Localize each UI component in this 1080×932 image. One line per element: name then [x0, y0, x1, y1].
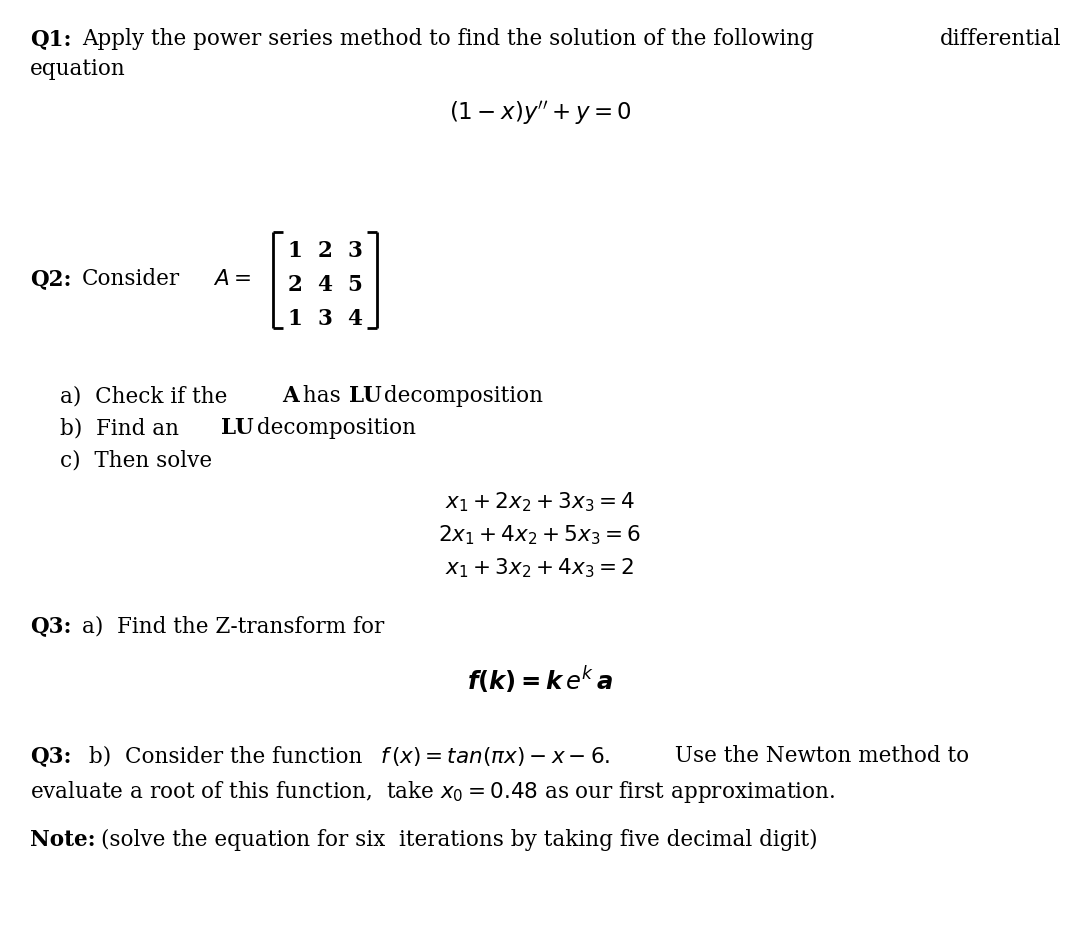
- Text: 2: 2: [287, 274, 302, 296]
- Text: a)  Find the Z-transform for: a) Find the Z-transform for: [82, 615, 384, 637]
- Text: b)  Find an: b) Find an: [60, 417, 186, 439]
- Text: Consider: Consider: [82, 268, 180, 290]
- Text: $\boldsymbol{f(k) = k\,e^{k}\,a}$: $\boldsymbol{f(k) = k\,e^{k}\,a}$: [467, 665, 613, 696]
- Text: equation: equation: [30, 58, 125, 80]
- Text: $x_1 + 3x_2 + 4x_3 = 2$: $x_1 + 3x_2 + 4x_3 = 2$: [445, 556, 635, 580]
- Text: Apply the power series method to find the solution of the following: Apply the power series method to find th…: [82, 28, 814, 50]
- Text: c)  Then solve: c) Then solve: [60, 449, 212, 471]
- Text: differential: differential: [940, 28, 1062, 50]
- Text: 3: 3: [348, 240, 363, 262]
- Text: $(1-x)y''+y=0$: $(1-x)y''+y=0$: [448, 100, 632, 128]
- Text: 3: 3: [318, 308, 333, 330]
- Text: $2x_1 + 4x_2 + 5x_3 = 6$: $2x_1 + 4x_2 + 5x_3 = 6$: [438, 523, 642, 546]
- Text: 4: 4: [318, 274, 333, 296]
- Text: LU: LU: [349, 385, 381, 407]
- Text: evaluate a root of this function,  take $x_0 = 0.48$ as our first approximation.: evaluate a root of this function, take $…: [30, 779, 835, 805]
- Text: 1: 1: [287, 240, 302, 262]
- Text: decomposition: decomposition: [377, 385, 543, 407]
- Text: has: has: [296, 385, 348, 407]
- Text: Q3:: Q3:: [30, 745, 71, 767]
- Text: decomposition: decomposition: [249, 417, 416, 439]
- Text: LU: LU: [221, 417, 254, 439]
- Text: Q3:: Q3:: [30, 615, 71, 637]
- Text: $x_1 + 2x_2 + 3x_3 = 4$: $x_1 + 2x_2 + 3x_3 = 4$: [445, 490, 635, 514]
- Text: Note:: Note:: [30, 829, 96, 851]
- Text: 5: 5: [348, 274, 363, 296]
- Text: 1: 1: [287, 308, 302, 330]
- Text: (solve the equation for six  iterations by taking five decimal digit): (solve the equation for six iterations b…: [102, 829, 818, 851]
- Text: $A=$: $A=$: [213, 268, 251, 290]
- Text: Use the Newton method to: Use the Newton method to: [669, 745, 969, 767]
- Text: b)  Consider the function: b) Consider the function: [82, 745, 369, 767]
- Text: a)  Check if the: a) Check if the: [60, 385, 234, 407]
- Text: 2: 2: [318, 240, 333, 262]
- Text: A: A: [282, 385, 299, 407]
- Text: 4: 4: [348, 308, 363, 330]
- Text: Q1:: Q1:: [30, 28, 71, 50]
- Text: $f\,(x) = tan(\pi x) - x - 6.$: $f\,(x) = tan(\pi x) - x - 6.$: [380, 745, 610, 768]
- Text: Q2:: Q2:: [30, 268, 71, 290]
